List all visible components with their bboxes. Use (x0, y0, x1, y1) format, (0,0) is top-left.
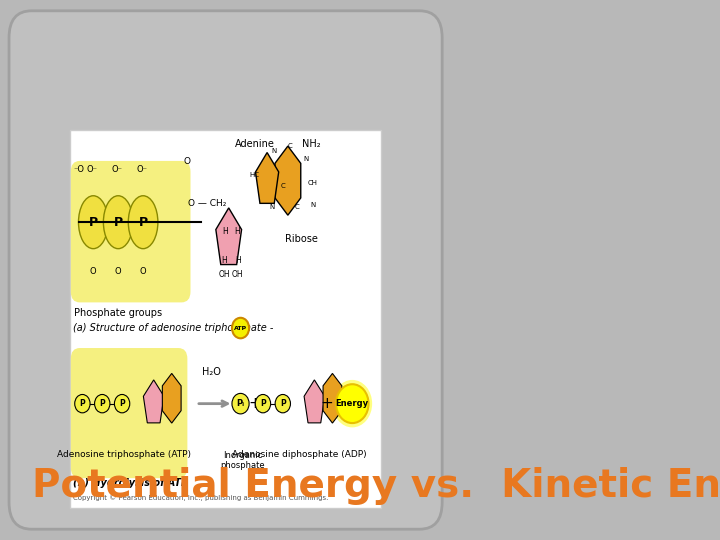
Text: Adenosine diphosphate (ADP): Adenosine diphosphate (ADP) (233, 450, 367, 459)
Circle shape (333, 380, 372, 428)
Text: P: P (280, 399, 286, 408)
Text: O⁻: O⁻ (86, 165, 97, 174)
Text: O: O (140, 267, 146, 276)
Text: Pᵢ: Pᵢ (237, 399, 245, 408)
Text: C: C (294, 204, 300, 210)
Ellipse shape (78, 195, 108, 248)
Text: Copyright © Pearson Education, Inc., publishing as Benjamin Cummings.: Copyright © Pearson Education, Inc., pub… (73, 495, 328, 502)
Text: Phosphate groups: Phosphate groups (74, 308, 162, 318)
Polygon shape (256, 152, 279, 204)
Text: O: O (115, 267, 122, 276)
Polygon shape (304, 380, 325, 423)
FancyBboxPatch shape (70, 130, 382, 508)
Polygon shape (143, 380, 164, 423)
Text: Energy: Energy (336, 399, 369, 408)
Text: H: H (221, 256, 227, 265)
Text: Adenine: Adenine (235, 139, 275, 148)
Text: O⁻: O⁻ (136, 165, 147, 174)
Text: H₂O: H₂O (202, 367, 221, 376)
Text: P: P (260, 399, 266, 408)
Text: (a) Structure of adenosine triphosphate -: (a) Structure of adenosine triphosphate … (73, 323, 274, 333)
Polygon shape (162, 374, 181, 423)
Text: (b) Hydrolysis of ATP: (b) Hydrolysis of ATP (73, 478, 188, 488)
Text: N: N (269, 204, 275, 210)
Text: N: N (303, 156, 309, 162)
Text: P: P (79, 399, 85, 408)
Ellipse shape (104, 195, 133, 248)
Text: NH₂: NH₂ (302, 139, 320, 148)
Text: O⁻: O⁻ (111, 165, 122, 174)
Text: H: H (235, 256, 240, 265)
Text: N: N (310, 202, 315, 208)
Text: CH: CH (307, 180, 318, 186)
Text: Adenosine triphosphate (ATP): Adenosine triphosphate (ATP) (58, 450, 192, 459)
FancyBboxPatch shape (71, 348, 187, 478)
Text: OH: OH (232, 270, 243, 279)
Text: H: H (234, 227, 240, 235)
Text: P: P (89, 215, 98, 229)
Text: HC: HC (249, 172, 259, 178)
Text: N: N (271, 148, 277, 154)
Text: ⁻O: ⁻O (73, 165, 84, 174)
Text: C: C (281, 183, 286, 189)
Text: +: + (249, 396, 261, 411)
Circle shape (114, 394, 130, 413)
Text: Potential Energy vs.  Kinetic Energy: Potential Energy vs. Kinetic Energy (32, 467, 720, 505)
Text: C: C (288, 143, 292, 148)
Circle shape (275, 394, 290, 413)
Text: P: P (120, 399, 125, 408)
Text: +: + (320, 396, 333, 411)
Polygon shape (275, 146, 301, 215)
Text: O: O (90, 267, 96, 276)
Text: P: P (99, 399, 105, 408)
Polygon shape (323, 374, 342, 423)
Text: O: O (183, 157, 190, 166)
Text: ATP: ATP (234, 326, 247, 330)
Text: Inorganic
phosphate: Inorganic phosphate (220, 451, 265, 470)
FancyBboxPatch shape (71, 161, 191, 302)
Circle shape (232, 318, 249, 338)
Text: H: H (222, 227, 228, 235)
Text: OH: OH (218, 270, 230, 279)
Circle shape (336, 384, 369, 423)
FancyBboxPatch shape (9, 11, 442, 529)
Text: Ribose: Ribose (284, 234, 318, 244)
Circle shape (256, 394, 271, 413)
Text: O — CH₂: O — CH₂ (188, 199, 227, 208)
Polygon shape (216, 208, 242, 265)
Text: P: P (114, 215, 122, 229)
Text: P: P (138, 215, 148, 229)
Circle shape (232, 393, 249, 414)
Ellipse shape (128, 195, 158, 248)
Circle shape (94, 394, 110, 413)
Circle shape (75, 394, 90, 413)
